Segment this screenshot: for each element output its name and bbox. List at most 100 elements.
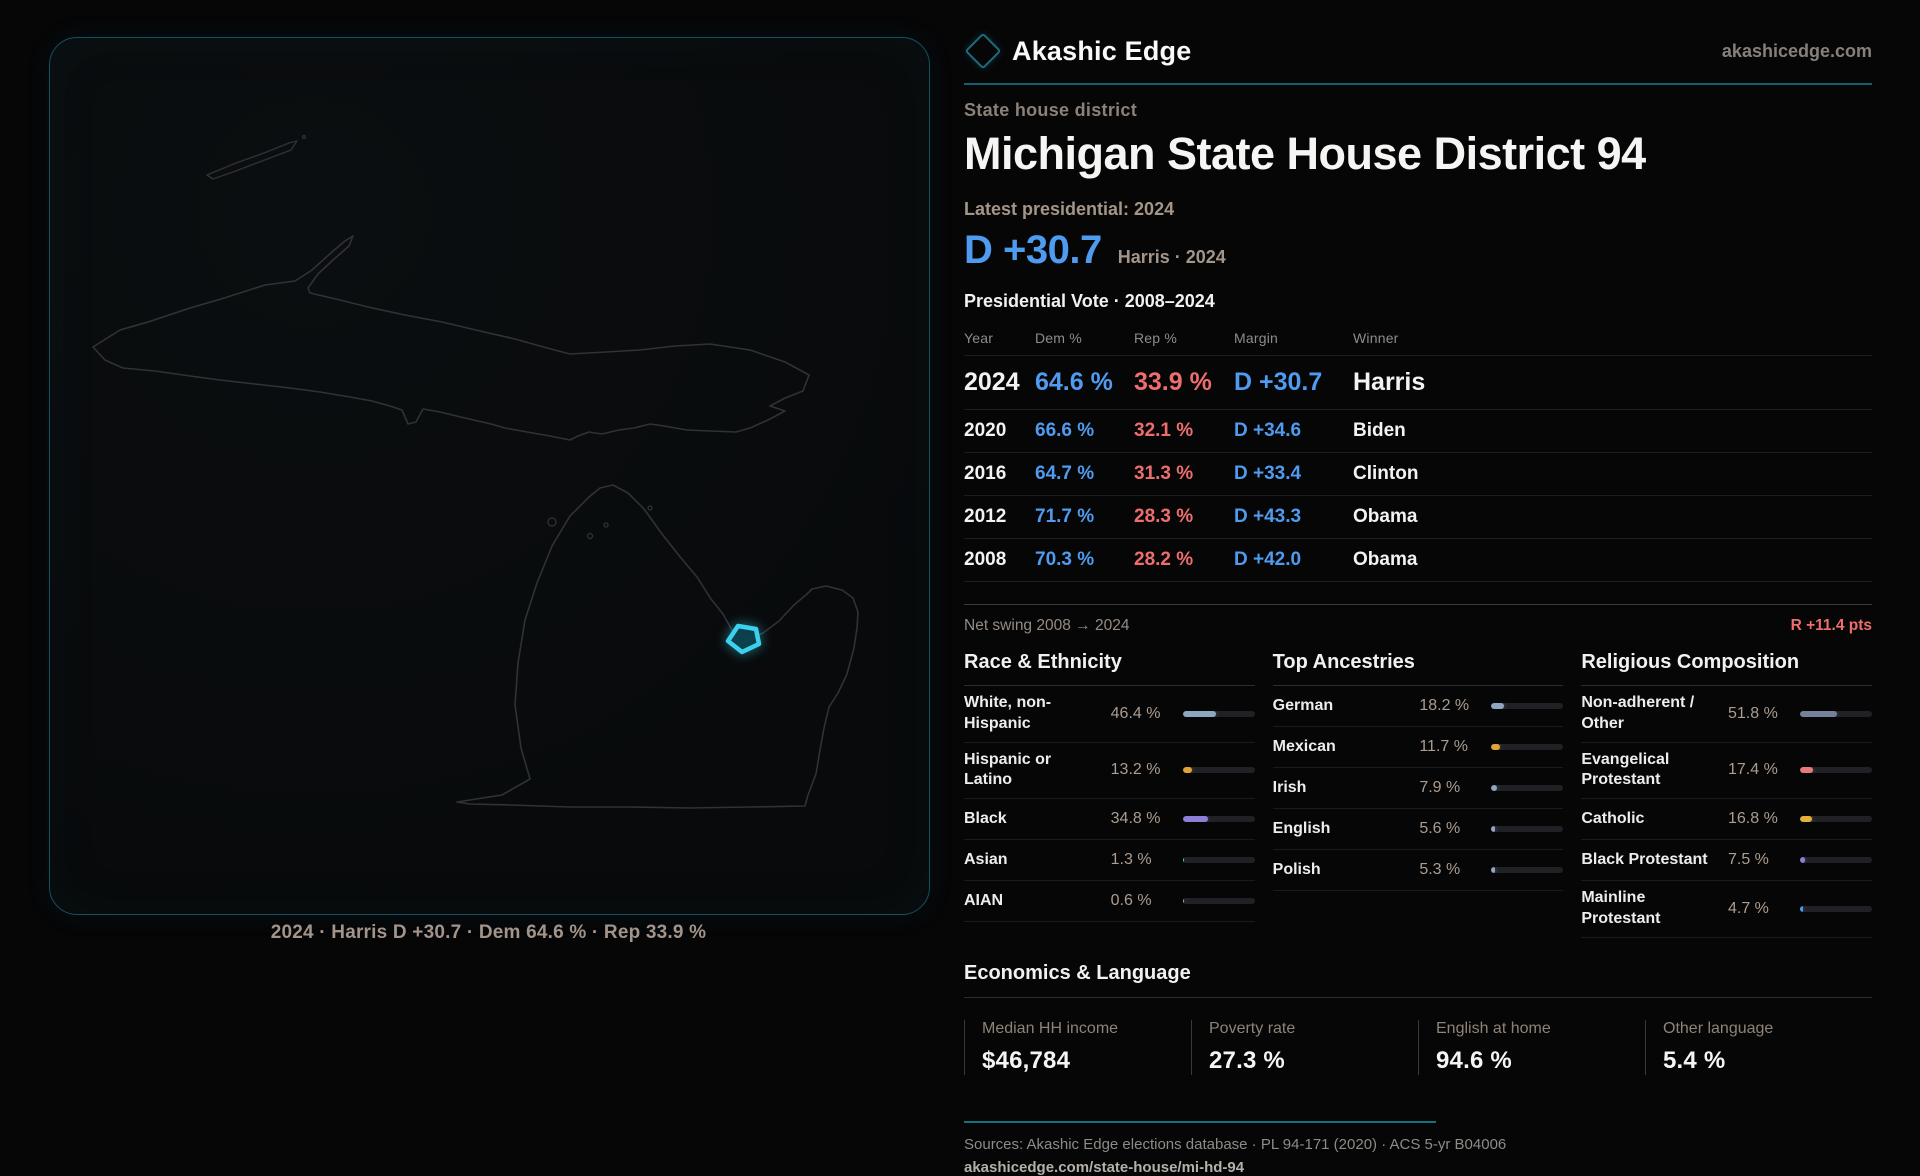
- strait-island-1: [586, 532, 594, 540]
- bar-track: [1799, 710, 1872, 717]
- bar-track: [1182, 710, 1255, 717]
- headline-context: Harris · 2024: [1117, 247, 1226, 267]
- stat-label: English at home: [1436, 1019, 1551, 1037]
- bar-fill: [1182, 816, 1208, 823]
- demo-label: Black Protestant: [1581, 850, 1708, 868]
- demo-value: 7.9 %: [1419, 779, 1461, 796]
- footer: Sources: Akashic Edge elections database…: [964, 1120, 1872, 1176]
- demo-label: Asian: [964, 850, 1008, 868]
- bar-fill: [1491, 785, 1498, 791]
- kicker: State house district: [964, 99, 1138, 120]
- demo-value: 5.6 %: [1419, 820, 1461, 837]
- headline-row: D +30.7 Harris · 2024: [964, 228, 1872, 273]
- page-title: Michigan State House District 94: [964, 127, 1646, 179]
- isle-royale-outline: [206, 140, 298, 180]
- winner-cell: Harris: [1353, 368, 1426, 396]
- bar-track: [1799, 767, 1872, 774]
- year-cell: 2024: [964, 368, 1020, 396]
- bar-fill: [1799, 816, 1813, 823]
- map-caption: 2024 · Harris D +30.7 · Dem 64.6 % · Rep…: [270, 922, 707, 943]
- bar-fill: [1182, 710, 1217, 717]
- demo-row: Catholic 16.8 %: [1581, 799, 1872, 841]
- demo-value: 11.7 %: [1419, 738, 1468, 755]
- bar-fill: [1799, 710, 1838, 717]
- dem-cell: 66.6 %: [1035, 420, 1095, 441]
- lower-peninsula-outline: [456, 484, 859, 809]
- permalink[interactable]: akashicedge.com/state-house/mi-hd-94: [964, 1158, 1245, 1176]
- col-year: Year: [964, 330, 994, 346]
- bar-fill: [1182, 857, 1185, 864]
- margin-cell: D +33.4: [1234, 463, 1302, 484]
- col-margin: Margin: [1234, 330, 1278, 346]
- bar-track: [1182, 816, 1255, 823]
- demo-value: 46.4 %: [1110, 704, 1161, 722]
- bar-fill: [1491, 703, 1505, 709]
- demo-label: Mexican: [1272, 737, 1336, 755]
- site-link[interactable]: akashicedge.com: [1721, 40, 1872, 61]
- michigan-map: [92, 134, 859, 809]
- beaver-island: [547, 517, 557, 527]
- demo-label: Irish: [1272, 778, 1307, 796]
- stat-value: 5.4 %: [1663, 1046, 1726, 1074]
- stat-other-language: Other language 5.4 %: [1645, 1019, 1872, 1075]
- rep-cell: 33.9 %: [1134, 368, 1212, 396]
- net-swing-row: Net swing 2008 → 2024 R +11.4 pts: [964, 604, 1872, 635]
- bar-track: [1491, 744, 1564, 750]
- sources-line: Sources: Akashic Edge elections database…: [964, 1135, 1507, 1153]
- demographics-grid: Race & Ethnicity White, non-Hispanic 46.…: [964, 651, 1872, 938]
- district-map-panel: [49, 37, 930, 915]
- dem-cell: 64.6 %: [1035, 368, 1113, 396]
- table-row-2020: 2020 66.6 % 32.1 % D +34.6 Biden: [964, 410, 1872, 453]
- brand-name: Akashic Edge: [1012, 35, 1192, 66]
- rep-cell: 32.1 %: [1134, 420, 1194, 441]
- bar-fill: [1799, 905, 1804, 912]
- presidential-vote-table: Year Dem % Rep % Margin Winner 2024 64.6…: [964, 324, 1872, 582]
- year-cell: 2012: [964, 506, 1007, 527]
- winner-cell: Obama: [1353, 506, 1418, 527]
- brand-diamond-icon: [964, 32, 1002, 70]
- page: 2024 · Harris D +30.7 · Dem 64.6 % · Rep…: [49, 30, 1872, 1176]
- bar-fill: [1491, 867, 1496, 873]
- demo-row: Asian 1.3 %: [964, 840, 1255, 882]
- col-dem: Dem %: [1035, 330, 1082, 346]
- dem-cell: 64.7 %: [1035, 463, 1095, 484]
- margin-cell: D +34.6: [1234, 420, 1302, 441]
- latest-presidential-label: Latest presidential: 2024: [964, 199, 1175, 219]
- demo-row: Black 34.8 %: [964, 799, 1255, 841]
- section-religious-composition: Religious Composition Non-adherent / Oth…: [1581, 651, 1872, 938]
- bar-track: [1491, 867, 1564, 873]
- economics-title: Economics & Language: [964, 961, 1191, 984]
- strait-island-3: [647, 505, 653, 511]
- demo-label: Evangelical Protestant: [1581, 750, 1670, 789]
- section-top-ancestries: Top Ancestries German 18.2 % Mexican 11.…: [1272, 651, 1564, 938]
- district-94-shape: [725, 623, 762, 655]
- demo-value: 1.3 %: [1110, 851, 1152, 869]
- demo-row: Non-adherent / Other 51.8 %: [1581, 686, 1872, 743]
- bar-fill: [1182, 767, 1193, 774]
- demo-value: 13.2 %: [1110, 761, 1161, 779]
- bar-track: [1799, 816, 1872, 823]
- demo-value: 7.5 %: [1727, 851, 1769, 869]
- demo-label: Catholic: [1581, 809, 1645, 827]
- bar-track: [1491, 826, 1564, 832]
- col-rep: Rep %: [1134, 330, 1178, 346]
- stat-value: 27.3 %: [1209, 1046, 1285, 1074]
- demo-value: 4.7 %: [1727, 899, 1769, 917]
- demo-value: 17.4 %: [1727, 761, 1778, 779]
- margin-cell: D +43.3: [1234, 506, 1302, 527]
- margin-cell: D +30.7: [1234, 368, 1323, 396]
- section-title: Top Ancestries: [1272, 651, 1564, 686]
- economics-divider: [964, 996, 1872, 998]
- demo-label: Mainline Protestant: [1581, 889, 1661, 927]
- demo-value: 16.8 %: [1727, 810, 1778, 828]
- demo-row: German 18.2 %: [1272, 686, 1564, 727]
- winner-cell: Biden: [1353, 420, 1406, 441]
- table-row-2024: 2024 64.6 % 33.9 % D +30.7 Harris: [964, 356, 1872, 410]
- demo-row: White, non-Hispanic 46.4 %: [964, 686, 1255, 743]
- bar-fill: [1799, 767, 1813, 774]
- year-cell: 2020: [964, 420, 1007, 441]
- brand-header: Akashic Edge akashicedge.com: [964, 30, 1872, 72]
- year-cell: 2008: [964, 549, 1007, 570]
- economics-stats: Median HH income $46,784 Poverty rate 27…: [964, 1019, 1872, 1075]
- demo-value: 0.6 %: [1110, 892, 1152, 910]
